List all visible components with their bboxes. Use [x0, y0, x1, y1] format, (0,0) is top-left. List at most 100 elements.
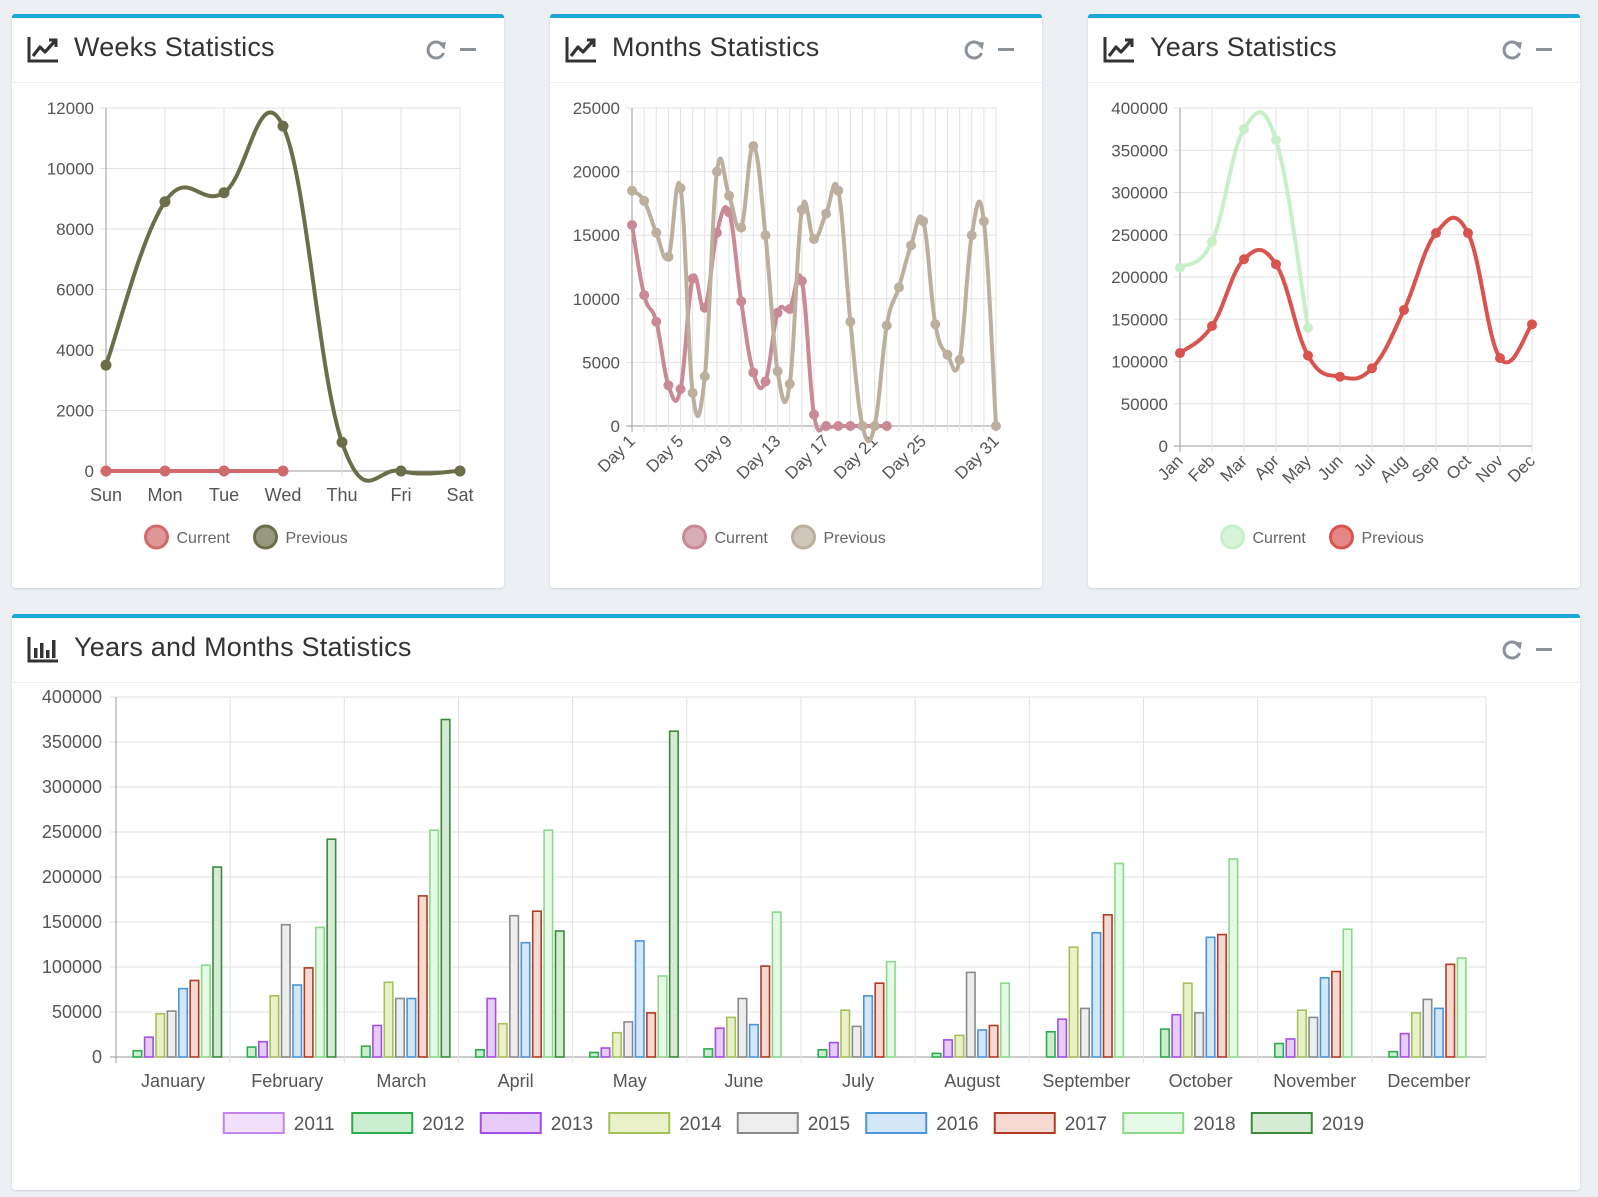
x-tick-label: Fri [391, 485, 412, 505]
refresh-icon[interactable] [422, 36, 450, 64]
bar [417, 895, 428, 1058]
minus-icon[interactable] [992, 36, 1020, 64]
data-point [627, 220, 637, 231]
x-tick-label: February [251, 1071, 323, 1091]
x-tick-label: Mon [147, 485, 182, 505]
panel-tools [1498, 36, 1558, 64]
x-tick-label: December [1387, 1071, 1470, 1091]
bar [143, 1036, 154, 1058]
legend-label: 2017 [1065, 1114, 1107, 1135]
data-point [930, 319, 941, 330]
data-point [1431, 228, 1441, 239]
series-line [1178, 215, 1534, 381]
bar [965, 971, 976, 1058]
bar [509, 914, 520, 1058]
data-point [760, 376, 771, 387]
legend-label: 2019 [1322, 1114, 1364, 1135]
line-chart-icon [564, 34, 598, 64]
bar [1319, 976, 1330, 1058]
data-point [748, 367, 759, 378]
data-point [1175, 262, 1185, 273]
data-point [395, 465, 407, 477]
panel-title: Weeks Statistics [74, 32, 275, 62]
years-statistics-panel: Years Statistics 0 50000 100000 150000 20000… [1088, 14, 1580, 588]
x-tick-label: Thu [326, 485, 357, 505]
bar [954, 1034, 965, 1058]
bar [1445, 963, 1456, 1058]
y-tick-label: 100000 [42, 957, 102, 977]
legend-swatch [253, 524, 278, 550]
data-point [218, 187, 230, 199]
months-line-chart: 0 5000 10000 15000 20000 25000 Day 1 Day 5 Day 9… [573, 99, 1003, 550]
refresh-icon[interactable] [1498, 636, 1526, 664]
panel-header: Months Statistics [550, 18, 1042, 83]
bar [1422, 998, 1433, 1058]
data-point [1335, 371, 1345, 382]
data-point [845, 421, 856, 431]
data-point [966, 230, 977, 241]
data-point [100, 359, 112, 371]
data-point [651, 227, 662, 238]
bar [1228, 858, 1239, 1058]
bar [189, 979, 200, 1058]
data-point [639, 195, 650, 206]
bar [166, 1010, 177, 1058]
series-line [1178, 110, 1310, 330]
data-point [336, 436, 348, 448]
bar [360, 1045, 371, 1058]
bar [486, 997, 497, 1058]
x-tick-label: Sun [90, 485, 122, 505]
x-tick-label: September [1042, 1071, 1130, 1091]
data-point [100, 465, 112, 477]
bar [1388, 1050, 1399, 1058]
bar [497, 1022, 508, 1058]
years-and-months-statistics-panel: Years and Months Statistics 0 50000 100000… [12, 614, 1580, 1190]
panel-tools [960, 36, 1020, 64]
bar [977, 1029, 988, 1058]
data-point [1239, 254, 1249, 265]
refresh-icon[interactable] [1498, 36, 1526, 64]
bar [840, 1009, 851, 1058]
refresh-icon[interactable] [960, 36, 988, 64]
y-tick-label: 300000 [1111, 184, 1168, 203]
x-tick-label: May [613, 1071, 647, 1091]
minus-icon[interactable] [1530, 636, 1558, 664]
x-tick-label: Mar [1217, 451, 1251, 485]
bar [1285, 1038, 1296, 1058]
x-tick-label: Jan [1154, 451, 1187, 484]
bar [771, 911, 782, 1058]
minus-icon[interactable] [1530, 36, 1558, 64]
legend-swatch [682, 524, 707, 550]
y-tick-label: 300000 [42, 777, 102, 797]
legend-label: 2014 [679, 1114, 722, 1135]
bar [132, 1049, 143, 1058]
data-point [675, 384, 686, 395]
y-tick-label: 6000 [56, 281, 94, 300]
bar [1159, 1028, 1170, 1058]
x-tick-label: July [842, 1071, 874, 1091]
data-point [893, 282, 904, 293]
y-tick-label: 400000 [1111, 99, 1168, 118]
data-point [1303, 350, 1313, 361]
weeks-statistics-panel: Weeks Statistics 0 2000 4000 6000 8000 10000 1… [12, 14, 504, 588]
x-tick-label: Dec [1504, 451, 1539, 486]
y-tick-label: 4000 [56, 341, 94, 360]
bar [314, 926, 326, 1058]
bar [1331, 970, 1342, 1058]
y-tick-label: 10000 [573, 290, 620, 309]
legend-swatch [144, 524, 169, 550]
bar [657, 975, 668, 1058]
minus-icon[interactable] [454, 36, 482, 64]
bar [1399, 1032, 1410, 1058]
bar [554, 930, 565, 1058]
years-months-bar-chart: 0 50000 100000 150000 200000 250000 300000 3500… [42, 687, 1487, 1135]
bar [543, 829, 554, 1058]
years-line-chart: 0 50000 100000 150000 200000 250000 300000 3500… [1111, 99, 1539, 550]
data-point [1495, 353, 1505, 364]
data-point [663, 251, 674, 262]
y-tick-label: 8000 [56, 220, 94, 239]
data-point [1271, 259, 1281, 270]
legend-swatch [993, 1112, 1056, 1134]
bar [1296, 1009, 1307, 1058]
bar [303, 967, 314, 1058]
